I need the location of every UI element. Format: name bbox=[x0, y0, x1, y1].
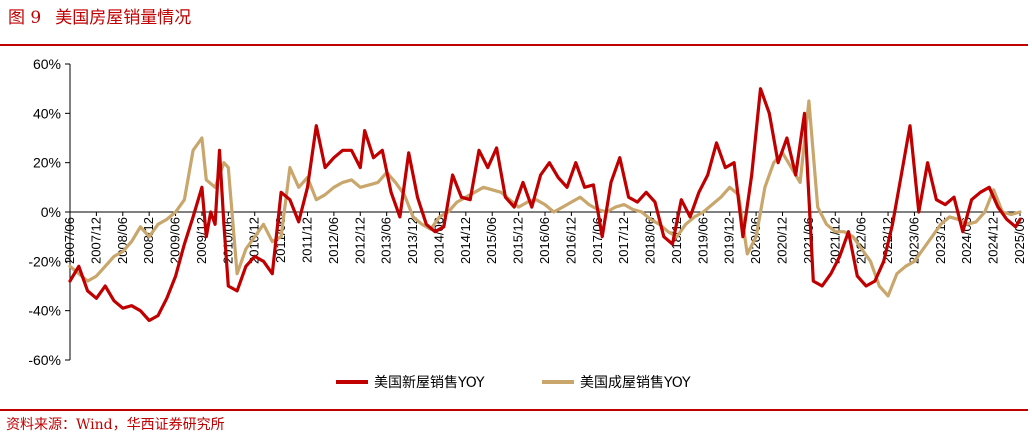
new-home-sales-yoy-line bbox=[68, 87, 1022, 323]
x-tick-label: 2021/06 bbox=[801, 217, 816, 264]
y-tick-label: 20% bbox=[33, 155, 61, 171]
x-tick-label: 2015/12 bbox=[511, 217, 526, 264]
y-tick-label: 40% bbox=[33, 105, 61, 121]
y-tick-label: 0% bbox=[41, 204, 61, 220]
x-tick-label: 2019/06 bbox=[695, 217, 710, 264]
x-tick-label: 2018/12 bbox=[669, 217, 684, 264]
x-tick-label: 2007/12 bbox=[88, 217, 103, 264]
x-tick-label: 2018/06 bbox=[643, 217, 658, 264]
x-tick-label: 2020/12 bbox=[775, 217, 790, 264]
x-tick-label: 2017/12 bbox=[616, 217, 631, 264]
x-tick-label: 2024/12 bbox=[986, 217, 1001, 264]
x-tick-label: 2014/12 bbox=[458, 217, 473, 264]
x-tick-label: 2016/06 bbox=[537, 217, 552, 264]
y-tick-label: -40% bbox=[28, 303, 61, 319]
existing-home-sales-yoy-line bbox=[68, 99, 1022, 298]
x-tick-label: 2011/12 bbox=[300, 217, 315, 263]
x-tick-label: 2009/06 bbox=[168, 217, 183, 264]
y-tick-label: -20% bbox=[28, 253, 61, 269]
x-tick-label: 2008/12 bbox=[141, 217, 156, 264]
figure-label: 图 9 bbox=[8, 8, 42, 28]
bottom-divider bbox=[0, 409, 1028, 411]
x-tick-label: 2016/12 bbox=[563, 217, 578, 264]
x-tick-label: 2019/12 bbox=[722, 217, 737, 264]
source-note: 资料来源：Wind，华西证券研究所 bbox=[6, 417, 225, 433]
y-tick-label: 60% bbox=[33, 56, 61, 72]
x-tick-label: 2025/06 bbox=[1012, 217, 1027, 264]
figure-title: 图 9 美国房屋销量情况 bbox=[8, 4, 191, 32]
x-tick-label: 2008/06 bbox=[115, 217, 130, 264]
x-tick-label: 2013/12 bbox=[405, 217, 420, 264]
legend-label-new: 美国新屋销售YOY bbox=[374, 375, 485, 391]
x-tick-label: 2013/06 bbox=[379, 217, 394, 264]
x-tick-label: 2007/06 bbox=[62, 217, 77, 264]
x-tick-label: 2023/06 bbox=[906, 217, 921, 264]
x-tick-label: 2012/12 bbox=[352, 217, 367, 264]
x-tick-label: 2015/06 bbox=[484, 217, 499, 264]
x-tick-label: 2010/12 bbox=[247, 217, 262, 264]
x-tick-label: 2012/06 bbox=[326, 217, 341, 264]
x-tick-label: 2017/06 bbox=[590, 217, 605, 264]
legend-label-existing: 美国成屋销售YOY bbox=[580, 375, 691, 391]
top-divider bbox=[0, 44, 1028, 46]
y-tick-label: -60% bbox=[28, 352, 61, 368]
figure-title-text: 美国房屋销量情况 bbox=[55, 8, 192, 28]
